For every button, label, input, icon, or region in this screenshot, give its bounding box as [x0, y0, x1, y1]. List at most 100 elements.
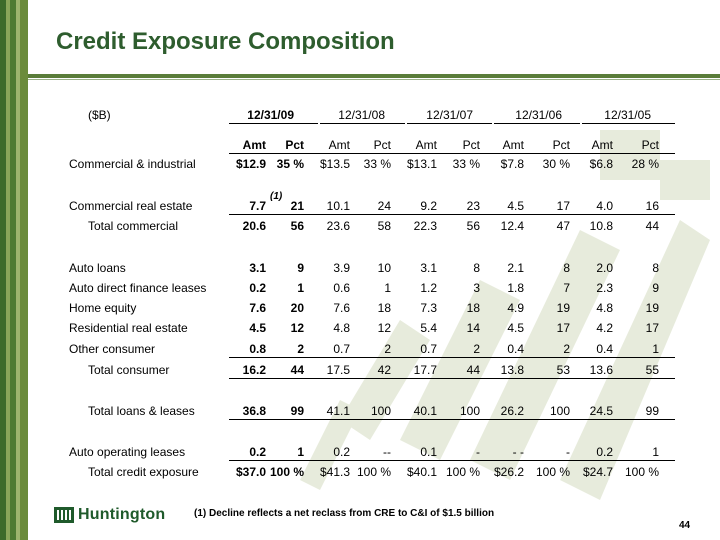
title-rule: [28, 74, 720, 78]
row-rule: [229, 460, 675, 461]
table-cell-pct: 44: [290, 363, 304, 377]
column-header-amt: Amt: [591, 138, 613, 152]
table-cell-pct: 44: [466, 363, 480, 377]
row-label: Total loans & leases: [88, 404, 195, 418]
table-cell-pct: 47: [556, 219, 570, 233]
table-cell-amt: 41.1: [326, 404, 350, 418]
row-label: Commercial real estate: [69, 199, 193, 213]
table-cell-amt: 2.3: [596, 281, 613, 295]
table-cell-pct: 10: [377, 261, 391, 275]
table-cell-pct: 3: [473, 281, 480, 295]
table-cell-pct: 33 %: [363, 157, 391, 171]
table-cell-pct: 44: [645, 219, 659, 233]
table-cell-pct: 7: [563, 281, 570, 295]
period-rule: [320, 123, 405, 124]
table-cell-pct: 58: [377, 219, 391, 233]
row-rule: [229, 419, 675, 420]
table-cell-amt: 17.5: [326, 363, 350, 377]
table-cell-pct: 9: [652, 281, 659, 295]
row-label: Residential real estate: [69, 321, 188, 335]
table-cell-pct: 53: [556, 363, 570, 377]
table-cell-amt: 4.9: [507, 301, 524, 315]
table-cell-pct: 100 %: [269, 465, 304, 479]
column-period: 12/31/07: [426, 108, 473, 122]
table-cell-pct: 100: [370, 404, 391, 418]
table-cell-pct: 21: [290, 199, 304, 213]
table-cell-amt: - -: [512, 445, 524, 459]
table-cell-pct: 23: [466, 199, 480, 213]
table-cell-pct: -: [566, 445, 570, 459]
table-cell-amt: 0.1: [420, 445, 437, 459]
column-header-pct: Pct: [373, 138, 391, 152]
table-cell-pct: 12: [290, 321, 304, 335]
column-header-amt: Amt: [242, 138, 266, 152]
table-cell-pct: 2: [563, 342, 570, 356]
table-cell-pct: 18: [466, 301, 480, 315]
table-cell-amt: 26.2: [500, 404, 524, 418]
table-cell-pct: 100 %: [624, 465, 659, 479]
column-header-amt: Amt: [328, 138, 350, 152]
table-cell-amt: $7.8: [500, 157, 524, 171]
table-cell-amt: 7.6: [249, 301, 266, 315]
row-label: Auto operating leases: [69, 445, 186, 459]
huntington-logo-icon: [54, 507, 74, 523]
table-cell-amt: 4.8: [596, 301, 613, 315]
left-stripes: [0, 0, 28, 540]
period-rule: [582, 123, 675, 124]
row-label: Total commercial: [88, 219, 179, 233]
table-cell-pct: 8: [563, 261, 570, 275]
table-cell-pct: 99: [645, 404, 659, 418]
table-cell-amt: 0.7: [420, 342, 437, 356]
table-cell-amt: 0.6: [333, 281, 350, 295]
period-rule: [494, 123, 580, 124]
table-cell-amt: 3.1: [249, 261, 266, 275]
row-label: Commercial & industrial: [69, 157, 196, 171]
table-cell-pct: 1: [384, 281, 391, 295]
table-cell-amt: 24.5: [589, 404, 613, 418]
row-label: Auto direct finance leases: [69, 281, 207, 295]
table-cell-pct: 30 %: [542, 157, 570, 171]
table-cell-pct: 12: [377, 321, 391, 335]
row-label: Auto loans: [69, 261, 126, 275]
table-cell-pct: 18: [377, 301, 391, 315]
table-cell-amt: $12.9: [235, 157, 266, 171]
table-cell-amt: 4.0: [596, 199, 613, 213]
row-rule: [229, 357, 675, 358]
table-cell-amt: 40.1: [413, 404, 437, 418]
table-cell-amt: $40.1: [406, 465, 437, 479]
title-rule-thin: [28, 79, 720, 80]
table-cell-amt: 3.1: [420, 261, 437, 275]
table-cell-amt: $37.0: [235, 465, 266, 479]
table-cell-pct: -: [476, 445, 480, 459]
table-cell-pct: 35 %: [276, 157, 304, 171]
table-cell-pct: 99: [290, 404, 304, 418]
table-cell-amt: 0.8: [249, 342, 266, 356]
table-cell-amt: $26.2: [493, 465, 524, 479]
table-cell-amt: 10.1: [326, 199, 350, 213]
table-cell-amt: 2.1: [507, 261, 524, 275]
column-header-amt: Amt: [415, 138, 437, 152]
table-cell-amt: 4.2: [596, 321, 613, 335]
table-cell-pct: 17: [556, 321, 570, 335]
row-label: Total consumer: [88, 363, 170, 377]
period-rule: [407, 123, 492, 124]
table-cell-amt: 0.4: [507, 342, 524, 356]
table-cell-amt: 1.8: [507, 281, 524, 295]
table-cell-amt: 4.5: [249, 321, 266, 335]
table-cell-amt: 1.2: [420, 281, 437, 295]
table-cell-pct: 2: [297, 342, 304, 356]
table-cell-pct: 1: [652, 445, 659, 459]
table-cell-pct: 9: [297, 261, 304, 275]
table-cell-pct: 42: [377, 363, 391, 377]
table-cell-pct: 56: [466, 219, 480, 233]
row-label: Total credit exposure: [88, 465, 199, 479]
table-cell-amt: 5.4: [420, 321, 437, 335]
table-cell-pct: --: [383, 445, 391, 459]
unit-label: ($B): [88, 108, 111, 122]
table-cell-pct: 100 %: [356, 465, 391, 479]
table-cell-pct: 8: [473, 261, 480, 275]
table-cell-pct: 19: [556, 301, 570, 315]
period-rule: [229, 123, 318, 124]
table-cell-amt: 0.7: [333, 342, 350, 356]
table-cell-pct: 100: [459, 404, 480, 418]
